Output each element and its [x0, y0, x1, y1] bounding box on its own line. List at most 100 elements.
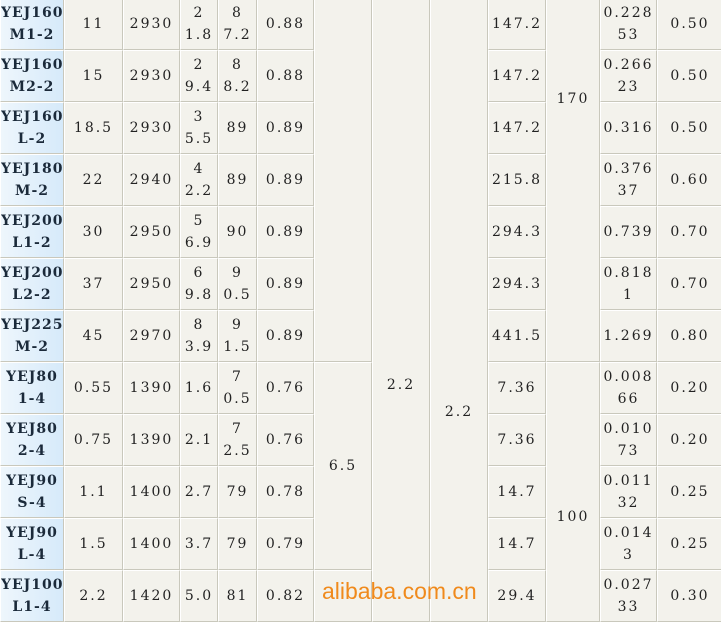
- weight-cell: 0.80: [657, 310, 721, 362]
- current-cell: 5.0: [180, 570, 218, 622]
- current-cell: 5 6.9: [180, 206, 218, 258]
- torque-cell: 7.36: [488, 414, 546, 466]
- torque-cell: 7.36: [488, 362, 546, 414]
- model-cell: YEJ80 2-4: [0, 414, 64, 466]
- rpm-cell: 2930: [123, 0, 180, 50]
- model-cell: YEJ80 1-4: [0, 362, 64, 414]
- start-torque-ratio-cell: 2.2: [430, 0, 488, 622]
- torque-cell: 29.4: [488, 570, 546, 622]
- inertia-cell: 0.228 53: [600, 0, 657, 50]
- current-cell: 3.7: [180, 518, 218, 570]
- weight-cell: 0.25: [657, 518, 721, 570]
- rpm-cell: 2940: [123, 154, 180, 206]
- torque-cell: 294.3: [488, 206, 546, 258]
- rpm-cell: 2970: [123, 310, 180, 362]
- table-row: YEJ90 L-4 1.5 1400 3.7 79 0.79 14.7 0.014 3 0.25: [0, 518, 721, 570]
- weight-cell: 0.30: [657, 570, 721, 622]
- efficiency-cell: 8 7.2: [218, 0, 257, 50]
- power-factor-cell: 0.88: [257, 50, 314, 102]
- inertia-cell: 0.266 23: [600, 50, 657, 102]
- power-factor-cell: 0.76: [257, 414, 314, 466]
- power-cell: 45: [64, 310, 123, 362]
- inertia-cell: 0.739: [600, 206, 657, 258]
- inertia-cell: 0.011 32: [600, 466, 657, 518]
- noise-2p-cell: 170: [546, 0, 600, 362]
- power-factor-cell: 0.89: [257, 154, 314, 206]
- weight-cell: 0.20: [657, 414, 721, 466]
- rpm-cell: 1400: [123, 518, 180, 570]
- weight-cell: 0.60: [657, 154, 721, 206]
- table-row: YEJ80 1-4 0.55 1390 1.6 7 0.5 0.76 6.5 7.36 100 0…: [0, 362, 721, 622]
- rpm-cell: 2930: [123, 102, 180, 154]
- blank-merged-cell: [314, 0, 372, 362]
- power-cell: 30: [64, 206, 123, 258]
- inertia-cell: 0.008 66: [600, 362, 657, 414]
- table-row: YEJ160 L-2 18.5 2930 3 5.5 89 0.89 147.2 0.316 0…: [0, 102, 721, 154]
- torque-cell: 147.2: [488, 50, 546, 102]
- power-factor-cell: 0.82: [257, 570, 314, 622]
- power-cell: 15: [64, 50, 123, 102]
- efficiency-cell: 7 2.5: [218, 414, 257, 466]
- rpm-cell: 2950: [123, 206, 180, 258]
- model-cell: YEJ90 L-4: [0, 518, 64, 570]
- model-cell: YEJ160 M1-2: [0, 0, 64, 50]
- current-cell: 8 3.9: [180, 310, 218, 362]
- rpm-cell: 1420: [123, 570, 180, 622]
- current-cell: 2 1.8: [180, 0, 218, 50]
- noise-4p-cell: 100: [546, 362, 600, 622]
- weight-cell: 0.50: [657, 0, 721, 50]
- efficiency-cell: 9 1.5: [218, 310, 257, 362]
- power-cell: 18.5: [64, 102, 123, 154]
- power-factor-cell: 0.89: [257, 206, 314, 258]
- rpm-cell: 2950: [123, 258, 180, 310]
- model-cell: YEJ160 L-2: [0, 102, 64, 154]
- model-cell: YEJ90 S-4: [0, 466, 64, 518]
- power-factor-cell: 0.89: [257, 310, 314, 362]
- current-cell: 2.7: [180, 466, 218, 518]
- model-cell: YEJ180 M-2: [0, 154, 64, 206]
- torque-cell: 294.3: [488, 258, 546, 310]
- power-cell: 11: [64, 0, 123, 50]
- weight-cell: 0.20: [657, 362, 721, 414]
- inertia-cell: 0.376 37: [600, 154, 657, 206]
- table-row: YEJ80 2-4 0.75 1390 2.1 7 2.5 0.76 7.36 0.010 7…: [0, 414, 721, 466]
- weight-cell: 0.50: [657, 50, 721, 102]
- current-cell: 1.6: [180, 362, 218, 414]
- weight-cell: 0.70: [657, 206, 721, 258]
- watermark: alibaba.com.cn: [322, 578, 477, 604]
- current-cell: 6 9.8: [180, 258, 218, 310]
- power-factor-cell: 0.79: [257, 518, 314, 570]
- power-cell: 37: [64, 258, 123, 310]
- current-cell: 2 9.4: [180, 50, 218, 102]
- table-row: YEJ160 M2-2 15 2930 2 9.4 8 8.2 0.88 147.2 0.26…: [0, 50, 721, 102]
- power-cell: 0.75: [64, 414, 123, 466]
- rpm-cell: 1390: [123, 362, 180, 414]
- table-row: YEJ200 L2-2 37 2950 6 9.8 9 0.5 0.89 294.3 0.81…: [0, 258, 721, 310]
- inertia-cell: 0.316: [600, 102, 657, 154]
- model-cell: YEJ200 L2-2: [0, 258, 64, 310]
- weight-cell: 0.50: [657, 102, 721, 154]
- start-ratio-cell: 6.5: [314, 362, 372, 570]
- efficiency-cell: 8 8.2: [218, 50, 257, 102]
- inertia-cell: 0.010 73: [600, 414, 657, 466]
- current-cell: 2.1: [180, 414, 218, 466]
- efficiency-cell: 7 0.5: [218, 362, 257, 414]
- torque-cell: 441.5: [488, 310, 546, 362]
- efficiency-cell: 89: [218, 102, 257, 154]
- torque-cell: 215.8: [488, 154, 546, 206]
- efficiency-cell: 79: [218, 518, 257, 570]
- efficiency-cell: 89: [218, 154, 257, 206]
- model-cell: YEJ100 L1-4: [0, 570, 64, 622]
- table-row: YEJ180 M-2 22 2940 4 2.2 89 0.89 215.8 0.376 37…: [0, 154, 721, 206]
- inertia-cell: 0.818 1: [600, 258, 657, 310]
- efficiency-cell: 90: [218, 206, 257, 258]
- power-factor-cell: 0.89: [257, 258, 314, 310]
- power-cell: 2.2: [64, 570, 123, 622]
- rpm-cell: 1390: [123, 414, 180, 466]
- power-factor-cell: 0.78: [257, 466, 314, 518]
- efficiency-cell: 79: [218, 466, 257, 518]
- weight-cell: 0.25: [657, 466, 721, 518]
- torque-cell: 147.2: [488, 102, 546, 154]
- table-row: YEJ200 L1-2 30 2950 5 6.9 90 0.89 294.3 0.739 0.…: [0, 206, 721, 258]
